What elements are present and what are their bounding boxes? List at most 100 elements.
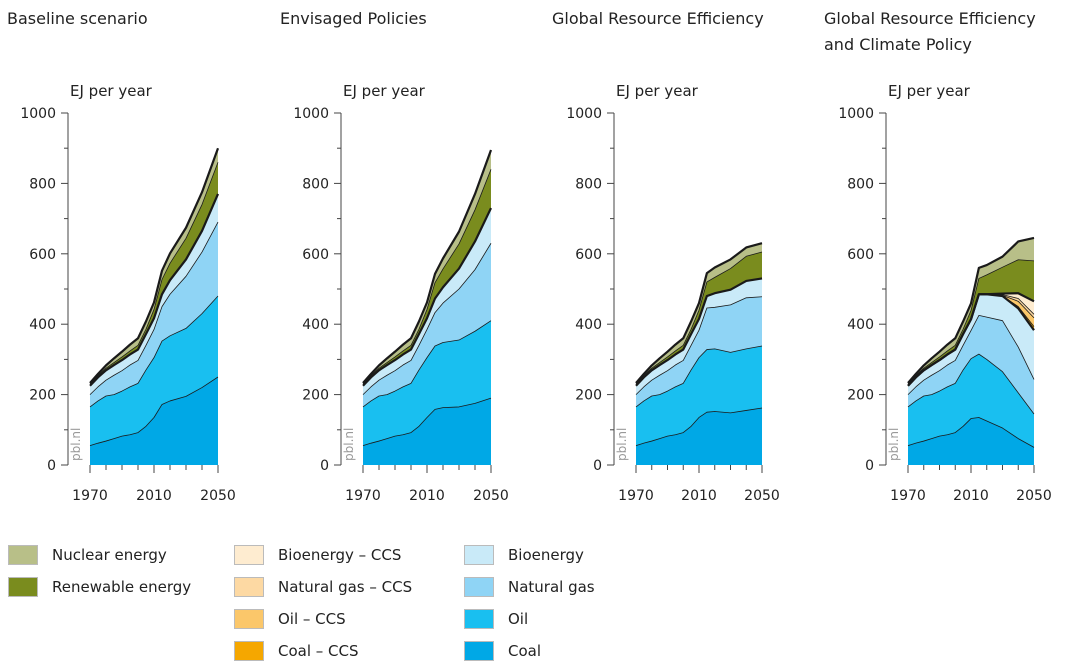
y-tick-label: 800 [575, 176, 602, 192]
series-line [89, 147, 220, 384]
series-line [362, 169, 492, 385]
y-axis-label: EJ per year [343, 82, 426, 100]
y-tick-label: 1000 [838, 106, 874, 122]
y-tick-label: 600 [575, 247, 602, 263]
x-tick-label: 2010 [136, 488, 172, 504]
series-line [89, 193, 220, 387]
series-line [89, 295, 219, 408]
y-tick-label: 200 [302, 388, 329, 404]
legend-label: Coal [508, 642, 542, 660]
x-tick-label: 1970 [890, 488, 926, 504]
chart-title: Global Resource Efficiency [824, 9, 1036, 28]
x-tick-label: 2050 [200, 488, 236, 504]
series-line [362, 397, 492, 447]
legend-swatch [8, 545, 38, 565]
series-line [89, 221, 219, 395]
legend-swatch [464, 545, 494, 565]
x-tick-label: 1970 [345, 488, 381, 504]
series-line [635, 242, 763, 384]
series-line [907, 315, 1035, 395]
legend-label: Coal – CCS [278, 642, 359, 660]
chart-title: Global Resource Efficiency [552, 9, 764, 28]
area-oil [363, 320, 491, 446]
area-bioenergy [636, 278, 762, 395]
y-tick-label: 400 [29, 317, 56, 333]
area-oil [636, 346, 762, 446]
x-tick-label: 2050 [473, 488, 509, 504]
watermark: pbl.nl [887, 428, 901, 461]
legend-label: Natural gas [508, 578, 595, 596]
legend-swatch [464, 577, 494, 597]
x-tick-label: 2050 [744, 488, 780, 504]
legend-swatch [234, 609, 264, 629]
x-tick-label: 2010 [681, 488, 717, 504]
y-tick-label: 0 [320, 458, 329, 474]
legend-swatch [8, 577, 38, 597]
area-natural-gas-ccs [908, 294, 1034, 386]
area-coal [908, 417, 1034, 465]
chart-title: Envisaged Policies [280, 9, 427, 28]
y-tick-label: 400 [302, 317, 329, 333]
y-axis-label: EJ per year [70, 82, 153, 100]
area-oil [908, 354, 1034, 448]
x-tick-label: 1970 [72, 488, 108, 504]
y-tick-label: 200 [29, 388, 56, 404]
chart-title: and Climate Policy [824, 35, 972, 54]
area-coal [90, 377, 218, 465]
area-coal [363, 398, 491, 465]
legend-label: Oil – CCS [278, 610, 346, 628]
area-coal [636, 407, 762, 465]
y-tick-label: 1000 [20, 106, 56, 122]
charts-area: Baseline scenario EJ per year 0 200 400 600 80… [7, 9, 1052, 504]
series-line [907, 292, 1035, 387]
series-line [362, 320, 492, 408]
legend-label: Renewable energy [52, 578, 192, 596]
legend-label: Oil [508, 610, 529, 628]
area-renewable-energy [908, 259, 1034, 386]
y-tick-label: 600 [302, 247, 329, 263]
legend-label: Bioenergy [508, 546, 584, 564]
legend-swatch [464, 609, 494, 629]
legend-swatch [464, 641, 494, 661]
chart-panel-1: Baseline scenario EJ per year 0 200 400 600 80… [7, 9, 236, 504]
y-tick-label: 800 [847, 176, 874, 192]
series-line [635, 296, 763, 395]
series-line [907, 236, 1035, 384]
y-tick-label: 0 [593, 458, 602, 474]
series-line [907, 417, 1035, 448]
legend-swatch [234, 577, 264, 597]
legend-swatch [234, 641, 264, 661]
x-tick-label: 1970 [618, 488, 654, 504]
watermark: pbl.nl [615, 428, 629, 461]
y-tick-label: 1000 [566, 106, 602, 122]
watermark: pbl.nl [342, 428, 356, 461]
y-tick-label: 0 [865, 458, 874, 474]
y-axis-label: EJ per year [616, 82, 699, 100]
x-tick-label: 2010 [409, 488, 445, 504]
y-tick-label: 200 [575, 388, 602, 404]
y-tick-label: 800 [29, 176, 56, 192]
series-line [635, 345, 763, 408]
series-line [362, 149, 493, 384]
series-line [907, 259, 1035, 385]
y-tick-label: 400 [575, 317, 602, 333]
series-line [635, 251, 763, 385]
legend-label: Bioenergy – CCS [278, 546, 402, 564]
area-natural-gas [363, 243, 491, 407]
area-bioenergy [363, 208, 491, 395]
legend-label: Natural gas – CCS [278, 578, 413, 596]
series-line [362, 207, 492, 387]
x-tick-label: 2010 [953, 488, 989, 504]
series-line [907, 353, 1035, 415]
chart-panel-4: Global Resource Efficiency and Climate Po… [824, 9, 1052, 504]
y-tick-label: 200 [847, 388, 874, 404]
series-line [635, 407, 763, 447]
area-natural-gas [636, 296, 762, 407]
series-line [89, 376, 219, 447]
y-tick-label: 400 [847, 317, 874, 333]
area-natural-gas [908, 315, 1034, 414]
area-bioenergy [908, 294, 1034, 395]
chart-panel-3: Global Resource Efficiency EJ per year 0 20… [552, 9, 780, 504]
legend-swatch [234, 545, 264, 565]
